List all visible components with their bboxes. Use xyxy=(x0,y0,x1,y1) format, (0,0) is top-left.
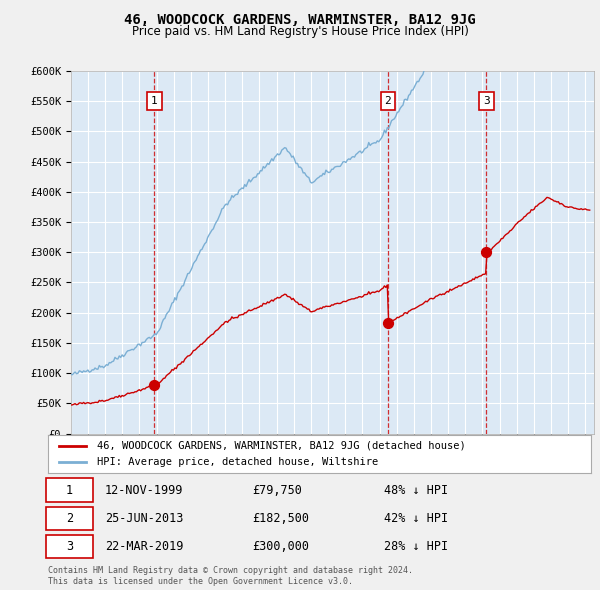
Text: 46, WOODCOCK GARDENS, WARMINSTER, BA12 9JG: 46, WOODCOCK GARDENS, WARMINSTER, BA12 9… xyxy=(124,13,476,27)
Text: 46, WOODCOCK GARDENS, WARMINSTER, BA12 9JG (detached house): 46, WOODCOCK GARDENS, WARMINSTER, BA12 9… xyxy=(97,441,466,451)
Text: 2: 2 xyxy=(385,96,391,106)
Text: 28% ↓ HPI: 28% ↓ HPI xyxy=(384,540,448,553)
Text: £182,500: £182,500 xyxy=(252,512,309,525)
Text: 12-NOV-1999: 12-NOV-1999 xyxy=(105,484,184,497)
Text: 2: 2 xyxy=(66,512,73,525)
Text: HPI: Average price, detached house, Wiltshire: HPI: Average price, detached house, Wilt… xyxy=(97,457,378,467)
Text: 1: 1 xyxy=(66,484,73,497)
Text: 22-MAR-2019: 22-MAR-2019 xyxy=(105,540,184,553)
Text: 1: 1 xyxy=(151,96,158,106)
Text: 3: 3 xyxy=(483,96,490,106)
Text: £300,000: £300,000 xyxy=(252,540,309,553)
Point xyxy=(482,248,491,257)
Point xyxy=(383,319,393,328)
Point xyxy=(149,381,159,390)
Text: 3: 3 xyxy=(66,540,73,553)
Text: 25-JUN-2013: 25-JUN-2013 xyxy=(105,512,184,525)
Text: Price paid vs. HM Land Registry's House Price Index (HPI): Price paid vs. HM Land Registry's House … xyxy=(131,25,469,38)
Text: 42% ↓ HPI: 42% ↓ HPI xyxy=(384,512,448,525)
Text: Contains HM Land Registry data © Crown copyright and database right 2024.
This d: Contains HM Land Registry data © Crown c… xyxy=(48,566,413,586)
Text: 48% ↓ HPI: 48% ↓ HPI xyxy=(384,484,448,497)
Text: £79,750: £79,750 xyxy=(252,484,302,497)
